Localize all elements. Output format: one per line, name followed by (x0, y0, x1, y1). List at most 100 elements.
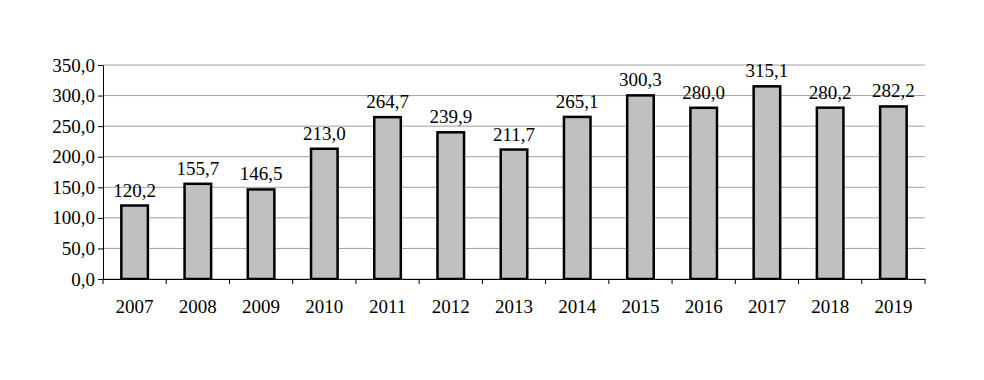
y-tick-label: 50,0 (62, 238, 95, 259)
data-label: 282,2 (872, 80, 915, 101)
x-tick-label: 2019 (874, 296, 912, 317)
y-tick-mark (98, 126, 103, 127)
x-separator (735, 279, 736, 284)
x-separator (103, 279, 104, 284)
x-separator (482, 279, 483, 284)
y-tick: 100,0 (52, 207, 103, 228)
plot: 0,0 50,0 100,0 150,0 200,0 250,0 300,0 350,0 200… (52, 55, 925, 318)
y-tick: 300,0 (52, 85, 103, 106)
x-separator (672, 279, 673, 284)
y-tick-label: 100,0 (52, 207, 95, 228)
x-tick: 2018 (811, 279, 849, 317)
bar (501, 150, 528, 279)
x-tick: 2013 (495, 279, 533, 317)
bars (121, 86, 906, 279)
bar (690, 108, 717, 279)
x-tick: 2007 (116, 279, 154, 317)
data-label: 265,1 (556, 91, 599, 112)
x-tick: 2011 (369, 279, 406, 317)
bar (311, 149, 338, 279)
x-tick-label: 2014 (558, 296, 597, 317)
x-tick: 2017 (748, 279, 786, 317)
bar (121, 206, 148, 279)
y-tick: 250,0 (52, 116, 103, 137)
grid (103, 65, 925, 279)
y-tick-mark (98, 187, 103, 188)
y-tick: 50,0 (62, 238, 103, 259)
y-tick-label: 0,0 (71, 269, 95, 290)
x-separator (292, 279, 293, 284)
x-tick: 2008 (179, 279, 217, 317)
x-tick: 2015 (621, 279, 659, 317)
bar (248, 189, 275, 279)
y-tick-label: 150,0 (52, 177, 95, 198)
x-separator (355, 279, 356, 284)
bar (880, 106, 907, 279)
x-tick: 2016 (685, 279, 723, 317)
y-tick-label: 300,0 (52, 85, 95, 106)
y-tick-mark (98, 279, 103, 280)
x-axis-line (104, 279, 926, 280)
data-label: 315,1 (746, 60, 789, 81)
x-separator (798, 279, 799, 284)
grid-line (103, 65, 925, 66)
y-tick-mark (98, 65, 103, 66)
x-tick-label: 2017 (748, 296, 786, 317)
y-tick-label: 350,0 (52, 55, 95, 76)
x-tick-label: 2013 (495, 296, 533, 317)
x-separator (419, 279, 420, 284)
x-tick-label: 2011 (369, 296, 406, 317)
x-separator (166, 279, 167, 284)
bar (817, 108, 844, 279)
x-separator (925, 279, 926, 284)
x-tick: 2010 (305, 279, 343, 317)
y-tick-mark (98, 96, 103, 97)
data-labels: 120,2 155,7 146,5 213,0 264,7 239,9 211,7 265,1… (113, 60, 915, 200)
x-tick-label: 2018 (811, 296, 849, 317)
x-separator (229, 279, 230, 284)
x-tick-label: 2008 (179, 296, 217, 317)
y-tick-mark (98, 218, 103, 219)
x-tick-label: 2015 (621, 296, 659, 317)
data-label: 120,2 (113, 180, 156, 201)
bar (564, 117, 591, 279)
y-tick-label: 250,0 (52, 116, 95, 137)
x-tick-label: 2009 (242, 296, 280, 317)
data-label: 239,9 (429, 106, 472, 127)
y-tick-mark (98, 248, 103, 249)
bar (437, 132, 464, 279)
bar (754, 86, 781, 279)
x-separator (608, 279, 609, 284)
x-tick: 2019 (874, 279, 912, 317)
x-tick-label: 2012 (432, 296, 470, 317)
data-label: 280,2 (809, 82, 852, 103)
y-tick: 350,0 (52, 55, 103, 76)
data-label: 300,3 (619, 69, 662, 90)
x-tick: 2009 (242, 279, 280, 317)
y-tick-mark (98, 157, 103, 158)
y-tick: 150,0 (52, 177, 103, 198)
data-label: 213,0 (303, 123, 346, 144)
x-separator (545, 279, 546, 284)
x-tick-label: 2007 (116, 296, 154, 317)
data-label: 155,7 (176, 158, 219, 179)
data-label: 146,5 (240, 163, 283, 184)
bar (627, 95, 654, 279)
x-separators (103, 279, 925, 284)
x-tick: 2012 (432, 279, 470, 317)
y-axis: 0,0 50,0 100,0 150,0 200,0 250,0 300,0 350,0 (52, 55, 103, 290)
y-tick: 200,0 (52, 146, 103, 167)
data-label: 264,7 (366, 91, 409, 112)
y-tick-label: 200,0 (52, 146, 95, 167)
x-tick: 2014 (558, 279, 597, 317)
x-separator (861, 279, 862, 284)
x-tick-label: 2016 (685, 296, 723, 317)
data-label: 211,7 (493, 124, 535, 145)
chart: 0,0 50,0 100,0 150,0 200,0 250,0 300,0 350,0 200… (0, 0, 984, 380)
bar (374, 117, 401, 279)
data-label: 280,0 (682, 82, 725, 103)
bar (185, 184, 212, 279)
grid-line (103, 95, 925, 96)
y-tick: 0,0 (71, 269, 103, 290)
x-tick-label: 2010 (305, 296, 343, 317)
